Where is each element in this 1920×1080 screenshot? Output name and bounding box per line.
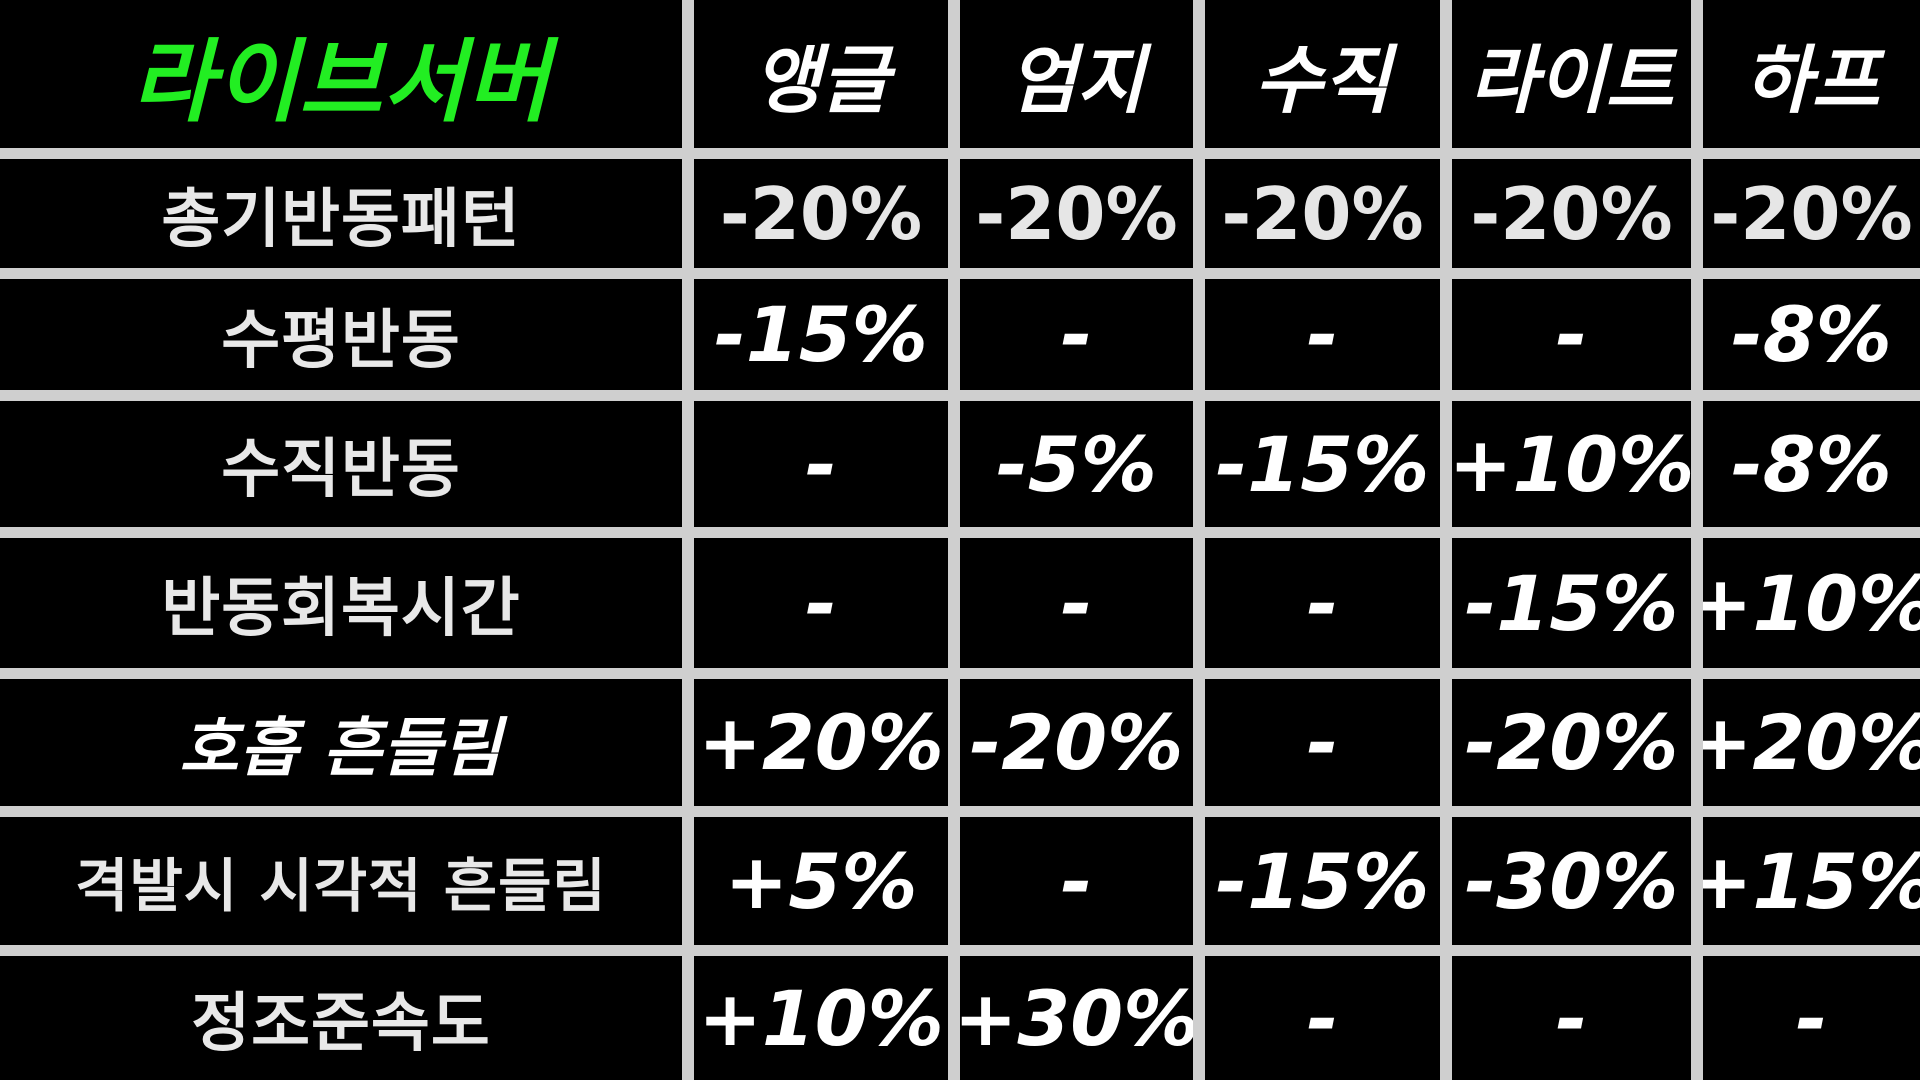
table-cell: - — [1555, 973, 1588, 1063]
table-cell: -20% — [969, 698, 1184, 787]
table-cell: - — [805, 419, 837, 509]
table-cell: - — [805, 558, 837, 648]
table-cell: -20% — [719, 171, 923, 256]
table-cell: +10% — [1452, 419, 1691, 509]
table-cell: +20% — [698, 698, 944, 787]
row-label: 수평반동 — [221, 303, 461, 378]
row-label: 수직반동 — [221, 433, 461, 507]
table-cell: -15% — [1215, 419, 1430, 509]
table-cell: -20% — [1710, 171, 1913, 256]
table-cell: - — [1306, 290, 1339, 379]
table-cell: +30% — [960, 973, 1193, 1063]
table-cell: -8% — [1731, 419, 1892, 509]
table-cell: -30% — [1464, 836, 1679, 926]
grid-line — [1691, 0, 1703, 1080]
grid-line — [948, 0, 960, 1080]
grid-line — [0, 945, 1920, 956]
table-cell: - — [1306, 558, 1339, 648]
row-label: 반동회복시간 — [161, 572, 521, 646]
table-cell: - — [1060, 290, 1093, 379]
row-label: 총기반동패턴 — [161, 182, 521, 257]
table-cell: - — [1306, 698, 1339, 787]
grid-line — [0, 390, 1920, 401]
column-header-vertical: 수직 — [1254, 37, 1391, 124]
table-cell: -15% — [714, 290, 928, 379]
grid-line — [0, 668, 1920, 679]
table-cell: +5% — [724, 836, 918, 926]
table-cell: +10% — [1703, 558, 1920, 648]
row-label: 호흡 흔들림 — [179, 711, 503, 786]
table-cell: - — [1060, 836, 1093, 926]
column-header-angle: 앵글 — [752, 37, 890, 124]
grid-line — [0, 527, 1920, 538]
grid-line — [1193, 0, 1205, 1080]
row-label: 격발시 시각적 흔들림 — [75, 852, 607, 920]
column-header-thumb: 엄지 — [1008, 37, 1145, 124]
table-cell: -20% — [1470, 171, 1673, 256]
column-header-light: 라이트 — [1469, 37, 1674, 124]
table-cell: +10% — [698, 973, 944, 1063]
table-cell: - — [1795, 973, 1828, 1063]
table-title: 라이브서버 — [131, 30, 551, 135]
table-cell: +15% — [1703, 836, 1920, 926]
table-cell: -20% — [975, 171, 1178, 256]
grid-line — [0, 148, 1920, 159]
table-cell: -8% — [1731, 290, 1892, 379]
column-header-half: 하프 — [1743, 37, 1880, 124]
table-cell: - — [1555, 290, 1588, 379]
table-cell: -5% — [996, 419, 1157, 509]
table-cell: -20% — [1464, 698, 1679, 787]
table-cell: - — [1060, 558, 1093, 648]
row-label: 정조준속도 — [191, 987, 491, 1061]
table-cell: -20% — [1221, 171, 1424, 256]
grid-line — [0, 268, 1920, 279]
grid-line — [1440, 0, 1452, 1080]
table-cell: +20% — [1703, 698, 1920, 787]
grid-line — [0, 806, 1920, 817]
table-cell: -15% — [1215, 836, 1430, 926]
grid-line — [682, 0, 694, 1080]
table-cell: - — [1306, 973, 1339, 1063]
table-cell: -15% — [1464, 558, 1679, 648]
